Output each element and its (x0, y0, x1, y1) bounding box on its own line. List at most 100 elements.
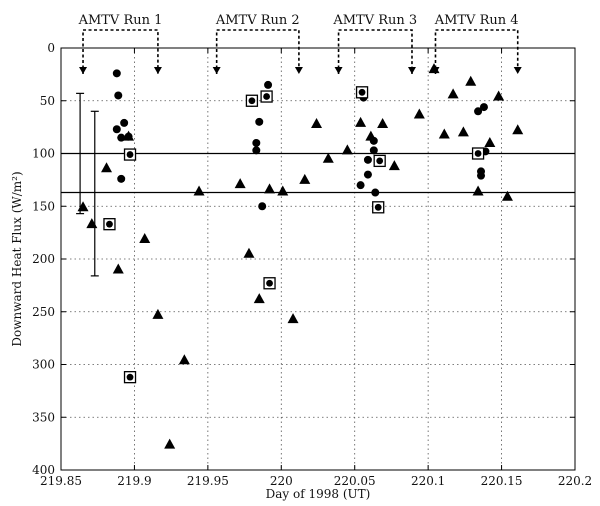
triangle-point (178, 354, 190, 365)
run-bracket (434, 29, 519, 74)
triangle-point (465, 75, 477, 86)
run-annotation: AMTV Run 4 (431, 13, 522, 74)
run-arrow-end (153, 67, 162, 74)
circle-point (114, 91, 123, 100)
y-tick-label: 400 (32, 463, 55, 477)
x-tick-label: 220 (270, 474, 293, 488)
boxed-circle-point (263, 277, 276, 290)
triangle-point (287, 313, 299, 324)
triangle-point (322, 152, 334, 163)
error-bars (76, 92, 99, 277)
y-axis-label: Downward Heat Flux (W/m²) (10, 171, 24, 346)
triangle-point (152, 308, 164, 319)
circle-point (474, 107, 483, 116)
run-arrow-end (294, 67, 303, 74)
triangle-point (501, 190, 513, 201)
triangle-point (164, 438, 176, 449)
triangle-point (112, 263, 124, 274)
circle-point (255, 117, 264, 126)
triangle-point (512, 124, 524, 135)
run-arrow-start (212, 67, 221, 74)
run-bracket (82, 29, 159, 74)
boxed-circle-point (123, 148, 137, 161)
circle-point (369, 136, 378, 145)
triangle-point (193, 185, 205, 196)
circle-point (117, 133, 126, 142)
circle-point (124, 132, 133, 141)
circle-point (258, 202, 267, 211)
run-arrow-start (334, 67, 343, 74)
triangle-point (277, 185, 289, 196)
run-annotations: AMTV Run 1 AMTV Run 2 AMTV Run 3 AMTV Run 4 (78, 13, 522, 74)
run-label: AMTV Run 2 (215, 13, 300, 28)
y-tick-label: 100 (32, 147, 55, 161)
y-tick-label: 250 (32, 305, 55, 319)
boxed-circle-point (245, 94, 259, 107)
triangle-point (388, 160, 400, 171)
triangle-point (253, 293, 265, 304)
error-bar (76, 92, 85, 215)
y-axis-ticks: 0 50 100 150 200 250 300 350 400 (32, 41, 575, 477)
triangle-point (438, 128, 450, 139)
circle-point (479, 103, 488, 112)
circle-point (356, 181, 365, 190)
boxed-circle-point (471, 147, 485, 160)
x-axis-ticks: 219.85 219.9 219.95 220 220.05 220.1 220.15 220… (40, 48, 592, 488)
x-tick-label: 219.95 (187, 474, 229, 488)
triangle-point (311, 117, 323, 128)
x-axis-label: Day of 1998 (UT) (266, 487, 371, 501)
run-label: AMTV Run 4 (434, 13, 519, 28)
error-bar (90, 110, 99, 277)
y-tick-label: 200 (32, 252, 55, 266)
triangle-point (243, 247, 255, 258)
y-tick-label: 0 (47, 41, 55, 55)
circle-point (363, 170, 372, 179)
boxed-circle-point (260, 90, 273, 103)
x-tick-label: 220.15 (481, 474, 523, 488)
x-tick-label: 220.05 (334, 474, 376, 488)
run-arrow-end (407, 67, 416, 74)
circle-point (120, 118, 129, 127)
grid-lines (61, 48, 575, 470)
triangle-point (377, 117, 389, 128)
y-tick-label: 350 (32, 410, 55, 424)
run-arrow-start (79, 67, 88, 74)
run-label: AMTV Run 3 (332, 13, 417, 28)
triangle-point (472, 185, 484, 196)
triangle-point (493, 90, 505, 101)
triangle-point (484, 136, 496, 147)
run-annotation: AMTV Run 3 (332, 13, 417, 74)
run-annotation: AMTV Run 2 (212, 13, 303, 74)
triangle-point (101, 162, 113, 173)
x-tick-label: 219.9 (117, 474, 151, 488)
circle-point (369, 146, 378, 155)
y-tick-label: 50 (40, 94, 55, 108)
circle-point (112, 125, 121, 134)
circle-point (264, 80, 273, 89)
circle-point (252, 138, 261, 147)
triangle-point (457, 126, 469, 137)
triangle-point (77, 201, 89, 212)
triangle-point (413, 108, 425, 119)
triangle-point (341, 144, 353, 155)
triangle-point (299, 173, 311, 184)
reference-lines (61, 152, 575, 194)
y-tick-label: 300 (32, 358, 55, 372)
triangle-point (264, 183, 276, 194)
circle-point (252, 146, 261, 155)
boxed-circle-point (373, 154, 386, 168)
x-tick-label: 220.1 (411, 474, 445, 488)
run-annotation: AMTV Run 1 (78, 13, 163, 74)
triangle-point (447, 88, 459, 99)
circle-point (371, 188, 380, 197)
run-bracket (215, 29, 300, 74)
run-label: AMTV Run 1 (78, 13, 163, 28)
circle-point (112, 69, 121, 78)
run-bracket (337, 29, 413, 74)
boxed-circle-point (103, 218, 116, 231)
run-arrow-start (431, 67, 440, 74)
boxed-circle-point (372, 201, 385, 214)
run-arrow-end (513, 67, 522, 74)
circle-point (477, 171, 486, 180)
